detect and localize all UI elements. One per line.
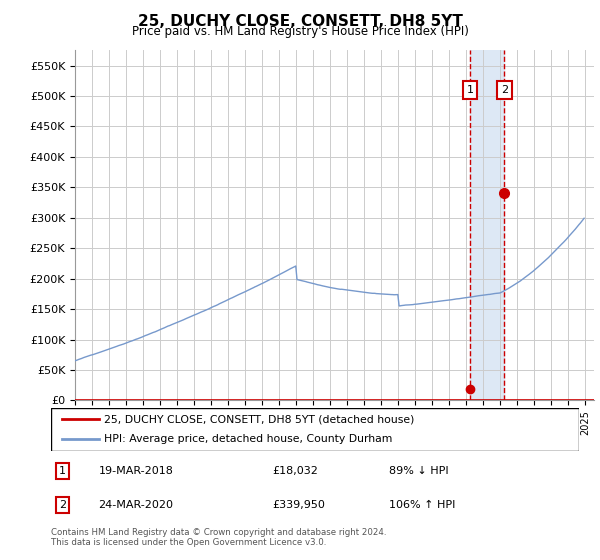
Text: 19-MAR-2018: 19-MAR-2018	[98, 466, 173, 476]
Text: £339,950: £339,950	[273, 500, 326, 510]
Text: 1: 1	[466, 85, 473, 95]
Text: 106% ↑ HPI: 106% ↑ HPI	[389, 500, 455, 510]
Text: 25, DUCHY CLOSE, CONSETT, DH8 5YT (detached house): 25, DUCHY CLOSE, CONSETT, DH8 5YT (detac…	[104, 414, 414, 424]
Text: 2: 2	[59, 500, 66, 510]
Text: Price paid vs. HM Land Registry's House Price Index (HPI): Price paid vs. HM Land Registry's House …	[131, 25, 469, 38]
Text: £18,032: £18,032	[273, 466, 319, 476]
Text: 25, DUCHY CLOSE, CONSETT, DH8 5YT: 25, DUCHY CLOSE, CONSETT, DH8 5YT	[137, 14, 463, 29]
Text: Contains HM Land Registry data © Crown copyright and database right 2024.
This d: Contains HM Land Registry data © Crown c…	[51, 528, 386, 547]
Text: 89% ↓ HPI: 89% ↓ HPI	[389, 466, 449, 476]
Text: 1: 1	[59, 466, 66, 476]
FancyBboxPatch shape	[51, 408, 579, 451]
Text: 2: 2	[501, 85, 508, 95]
Text: 24-MAR-2020: 24-MAR-2020	[98, 500, 173, 510]
Text: HPI: Average price, detached house, County Durham: HPI: Average price, detached house, Coun…	[104, 434, 392, 444]
Bar	[470, 50, 505, 400]
